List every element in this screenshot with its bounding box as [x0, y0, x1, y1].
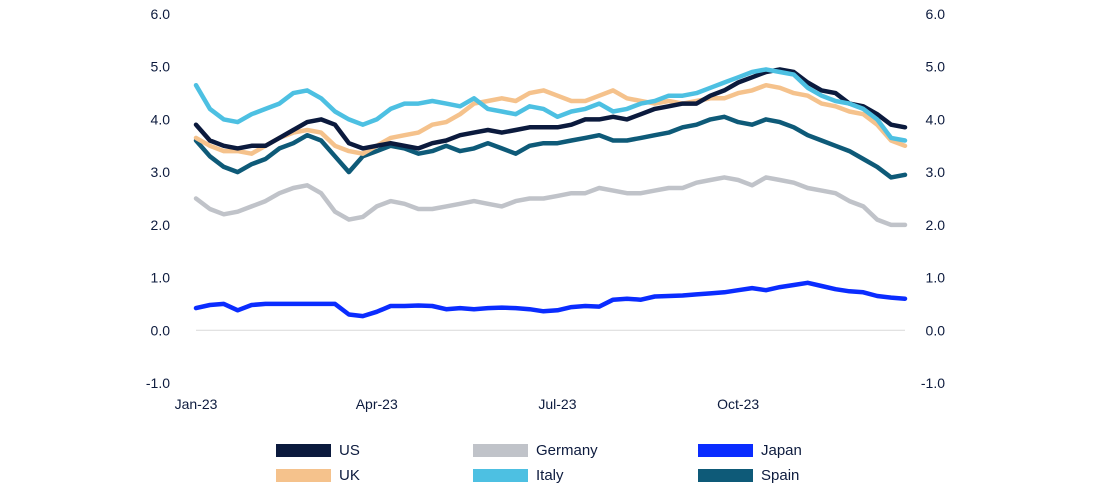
- series-line-uk: [193, 82, 908, 156]
- series-line-germany: [193, 175, 908, 228]
- y-tick-label-right: 4.0: [926, 111, 946, 127]
- y-axis-right: 6.0 5.0 4.0 3.0 2.0 1.0 0.0 -1.0: [921, 6, 945, 391]
- series-line-japan: [193, 280, 908, 319]
- x-tick-label: Oct-23: [717, 396, 759, 412]
- y-tick-label-right: 3.0: [926, 164, 946, 180]
- series-line-spain: [193, 114, 908, 180]
- y-tick-label-left: 2.0: [151, 217, 171, 233]
- series-lines: [193, 67, 908, 319]
- y-tick-label-right: 6.0: [926, 6, 946, 22]
- y-tick-label-left: 3.0: [151, 164, 171, 180]
- x-axis: Jan-23 Apr-23 Jul-23 Oct-23: [175, 396, 760, 412]
- y-tick-label-left: 6.0: [151, 6, 171, 22]
- series-line-us: [193, 67, 908, 151]
- y-tick-label-left: 4.0: [151, 111, 171, 127]
- x-tick-label: Apr-23: [356, 396, 398, 412]
- y-tick-label-right: 0.0: [926, 322, 946, 338]
- y-tick-label-right: -1.0: [921, 375, 945, 391]
- y-tick-label-right: 2.0: [926, 217, 946, 233]
- y-tick-label-left: 1.0: [151, 270, 171, 286]
- series-line-italy: [193, 67, 908, 143]
- x-tick-label: Jul-23: [538, 396, 576, 412]
- y-tick-label-right: 5.0: [926, 59, 946, 75]
- y-tick-label-left: -1.0: [146, 375, 170, 391]
- y-tick-label-right: 1.0: [926, 270, 946, 286]
- y-axis-left: 6.0 5.0 4.0 3.0 2.0 1.0 0.0 -1.0: [146, 6, 170, 391]
- y-tick-label-left: 0.0: [151, 322, 171, 338]
- x-tick-label: Jan-23: [175, 396, 218, 412]
- y-tick-label-left: 5.0: [151, 59, 171, 75]
